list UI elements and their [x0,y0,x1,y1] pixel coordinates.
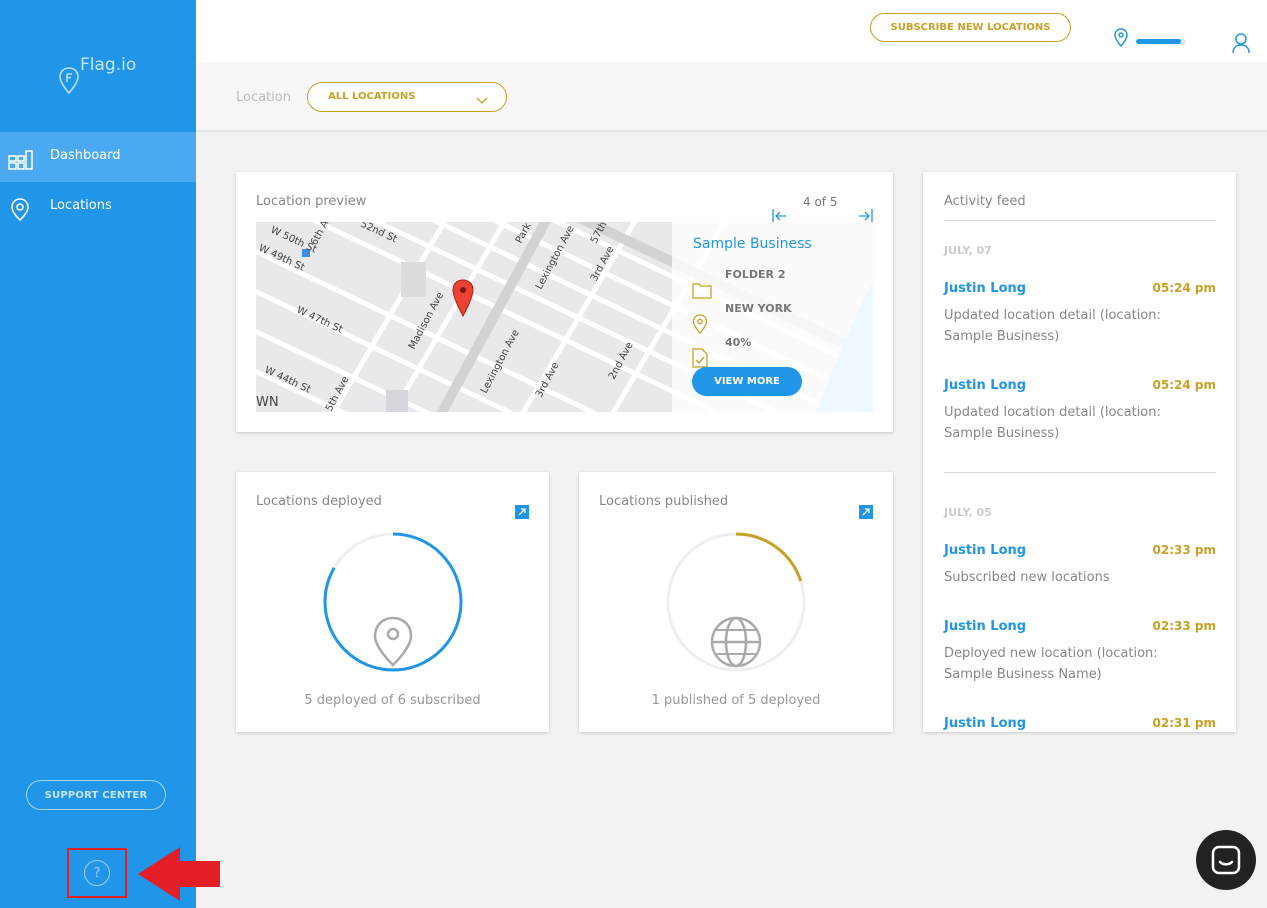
locations-deployed-card: Locations deployed 5 deployed of 6 subsc… [236,472,549,732]
sidebar-item-dashboard[interactable]: Dashboard [0,132,196,182]
help-highlight-box: ? [67,848,127,898]
chat-icon [1211,845,1241,875]
feed-text: Deployed new location (location: Sample … [944,646,1158,682]
locations-usage-fill [1136,39,1181,44]
published-progress-arc [666,532,806,672]
deployed-progress-arc [323,532,463,672]
feed-user-link[interactable]: Justin Long [944,543,1027,558]
feed-text: Updated location detail (location: Sampl… [944,405,1161,441]
location-preview-card: Location preview 4 of 5 [236,172,893,432]
sidebar-item-label: Locations [50,198,112,213]
dashboard-icon [8,150,33,170]
business-city: NEW YORK [725,302,792,315]
location-pin-icon [1114,28,1128,48]
business-name[interactable]: Sample Business [693,236,812,252]
chat-widget-button[interactable] [1196,830,1256,890]
divider [944,472,1216,473]
globe-icon [710,616,762,668]
feed-user-link[interactable]: Justin Long [944,619,1027,634]
feed-user-link[interactable]: Justin Long [944,281,1027,296]
document-check-icon [692,348,708,368]
feed-text: Updated location detail (location: Sampl… [944,308,1161,344]
logo-text: Flag.io [80,55,137,75]
feed-date: JULY, 07 [944,244,992,257]
card-title: Activity feed [944,194,1026,209]
app-logo[interactable]: Flag.io [58,52,158,102]
help-icon[interactable]: ? [84,860,110,886]
user-icon[interactable] [1231,32,1251,54]
location-select[interactable]: ALL LOCATIONS [307,82,507,112]
filter-bar: Location ALL LOCATIONS [196,62,1267,132]
map-marker-icon [452,279,474,318]
sidebar-item-label: Dashboard [50,148,121,163]
locations-usage-bar [1136,39,1186,44]
feed-time: 02:31 pm [1152,716,1216,730]
location-map[interactable]: W 50th St W 49th St 6th Ave 52nd St Park… [256,222,873,412]
card-title: Locations published [599,494,729,509]
feed-date: JULY, 05 [944,506,992,519]
card-title: Location preview [256,194,367,209]
feed-time: 02:33 pm [1152,543,1216,557]
published-donut-chart [666,532,806,672]
card-title: Locations deployed [256,494,382,509]
sidebar-item-locations[interactable]: Locations [0,182,196,232]
folder-icon [692,283,712,299]
feed-user-link[interactable]: Justin Long [944,716,1027,731]
subscribe-new-locations-button[interactable]: SUBSCRIBE NEW LOCATIONS [870,13,1071,42]
next-arrow-icon[interactable] [857,208,873,224]
location-select-value: ALL LOCATIONS [328,91,416,102]
locations-published-card: Locations published 1 published of 5 dep… [579,472,893,732]
feed-user-link[interactable]: Justin Long [944,378,1027,393]
sidebar: Flag.io Dashboard Locations SUPPORT CENT… [0,0,196,908]
previous-arrow-icon[interactable] [772,208,788,224]
top-bar: SUBSCRIBE NEW LOCATIONS [196,0,1267,62]
chevron-down-icon [476,97,488,104]
business-info-panel: Sample Business FOLDER 2 NEW YORK 40% VI… [672,222,873,412]
map-pin-icon [373,616,413,667]
deployed-caption: 5 deployed of 6 subscribed [304,693,481,708]
feed-text: Subscribed new locations [944,570,1110,585]
expand-icon[interactable] [859,505,873,519]
red-arrow-annotation [138,847,220,901]
view-more-button[interactable]: VIEW MORE [692,367,802,396]
preview-counter: 4 of 5 [803,195,838,209]
expand-icon[interactable] [515,505,529,519]
feed-time: 05:24 pm [1152,378,1216,392]
location-filter-label: Location [236,90,291,105]
published-caption: 1 published of 5 deployed [651,693,821,708]
activity-feed-card: Activity feed JULY, 07 Justin Long 05:24… [923,172,1236,732]
deployed-donut-chart [323,532,463,672]
feed-time: 02:33 pm [1152,619,1216,633]
svg-text:WN: WN [256,395,279,410]
business-folder: FOLDER 2 [725,268,786,281]
feed-time: 05:24 pm [1152,281,1216,295]
divider [944,220,1216,221]
location-pin-icon [692,314,708,334]
support-center-button[interactable]: SUPPORT CENTER [26,780,166,810]
flag-logo-icon [59,67,79,95]
business-completion: 40% [725,336,752,349]
location-pin-icon [11,198,29,222]
